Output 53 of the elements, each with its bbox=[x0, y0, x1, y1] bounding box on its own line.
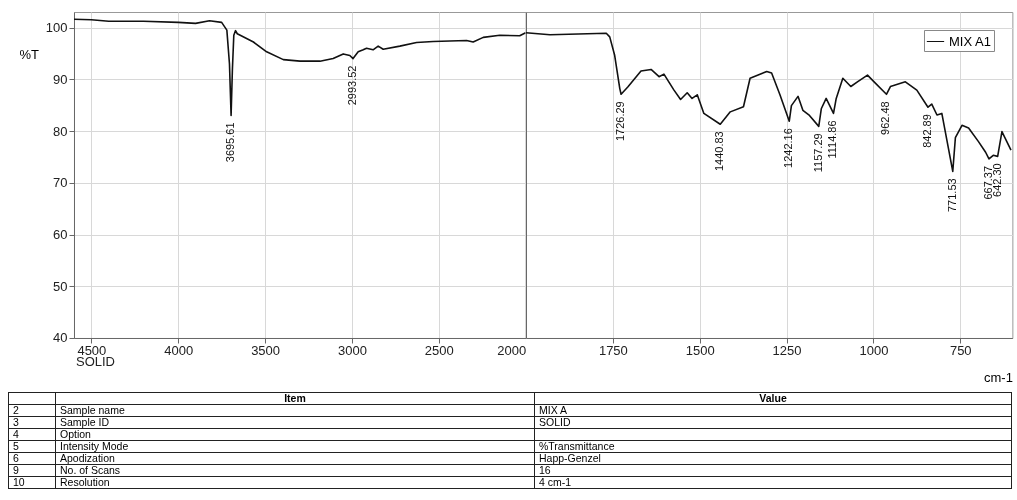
text: 16 bbox=[534, 464, 1012, 477]
annotation: 1726.29 bbox=[613, 101, 626, 141]
x-axis-title: cm-1 bbox=[983, 370, 1013, 386]
x-tick-label: 4000 bbox=[164, 343, 194, 359]
text: 9 bbox=[8, 464, 56, 477]
annotation: 2993.52 bbox=[346, 65, 359, 106]
x-tick-label: 750 bbox=[949, 343, 972, 359]
text: Apodization bbox=[55, 452, 535, 465]
text: 5 bbox=[8, 440, 56, 453]
text: Item bbox=[55, 392, 535, 405]
x-tick-label: 1000 bbox=[859, 343, 888, 359]
text: %Transmittance bbox=[534, 440, 1012, 453]
y-tick-label: 100 bbox=[45, 20, 68, 36]
text: No. of Scans bbox=[55, 464, 535, 477]
text: SOLID bbox=[76, 354, 116, 369]
x-tick-label: 2000 bbox=[497, 343, 527, 359]
text: 6 bbox=[8, 452, 56, 465]
annotation: 1114.86 bbox=[826, 120, 839, 159]
x-tick-label: 1250 bbox=[772, 343, 802, 359]
text: SOLID bbox=[534, 416, 1012, 429]
text: Sample ID bbox=[55, 416, 535, 429]
y-tick-label: 90 bbox=[53, 71, 68, 87]
text: Value bbox=[534, 392, 1012, 405]
text: Intensity Mode bbox=[55, 440, 535, 453]
text: Happ-Genzel bbox=[534, 452, 1012, 465]
x-tick-label: 1500 bbox=[685, 343, 715, 359]
x-tick-label: 3000 bbox=[337, 343, 367, 359]
x-tick-label: 1750 bbox=[598, 343, 628, 359]
x-tick-label: 3500 bbox=[251, 343, 281, 359]
y-tick-label: 80 bbox=[53, 123, 68, 139]
text: 4 cm-1 bbox=[534, 476, 1012, 489]
text: 3 bbox=[8, 416, 56, 429]
text: 2 bbox=[8, 404, 56, 417]
y-tick-label: 70 bbox=[53, 175, 68, 191]
annotation: 1440.83 bbox=[712, 131, 725, 172]
annotation: 771.53 bbox=[945, 178, 958, 212]
annotation: 1242.16 bbox=[781, 128, 794, 168]
y-tick-label: 60 bbox=[53, 227, 68, 243]
y-tick-label: 40 bbox=[53, 330, 68, 346]
text: Sample name bbox=[55, 404, 535, 417]
annotation: 962.48 bbox=[879, 101, 892, 135]
annotation: 842.89 bbox=[920, 114, 933, 148]
text: Option bbox=[55, 428, 535, 441]
text: MIX A bbox=[534, 404, 1012, 417]
y-axis-title: %T bbox=[19, 46, 40, 62]
text: Resolution bbox=[55, 476, 535, 489]
annotation: 3695.61 bbox=[224, 122, 237, 163]
text: 10 bbox=[8, 476, 56, 489]
annotation: 1157.29 bbox=[811, 133, 824, 173]
x-tick-label: 2500 bbox=[424, 343, 454, 359]
y-tick-label: 50 bbox=[53, 278, 68, 294]
text: 4 bbox=[8, 428, 56, 441]
legend-label: MIX A1 bbox=[948, 33, 991, 49]
